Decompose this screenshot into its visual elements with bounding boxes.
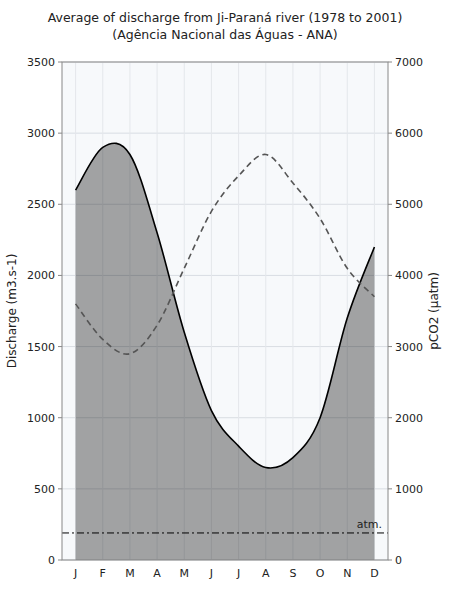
x-tick-label: D [370,567,378,580]
x-tick-label: F [100,567,106,580]
y2-tick-label: 2000 [395,412,423,425]
y-axis-label: Discharge (m3.s-1) [5,254,19,369]
y2-tick [388,133,392,134]
y-tick-label: 500 [34,483,55,496]
y2-tick-label: 7000 [395,56,423,69]
y2-tick [388,275,392,276]
x-tick-label: O [316,567,325,580]
x-tick-label: M [125,567,135,580]
y2-tick [388,62,392,63]
x-tick-label: S [289,567,296,580]
y-tick [58,62,62,63]
y-tick [58,417,62,418]
y2-axis-label: pCO2 (µatm) [427,272,441,350]
grid [62,62,388,560]
x-tick-label: J [73,567,77,580]
y-tick [58,346,62,347]
y-tick [58,204,62,205]
chart: atm. 0 500 1000 1500 2000 2500 3000 3500 0 1000 200… [0,0,450,600]
y-tick-label: 3500 [27,56,55,69]
title: Average of discharge from Ji-Paraná rive… [48,10,403,42]
x-tick-label: A [262,567,270,580]
y-tick-label: 3000 [27,127,55,140]
y2-tick [388,346,392,347]
y-tick-label: 1000 [27,412,55,425]
plot-frame [62,62,388,560]
plot-area [62,62,388,560]
area-fill [76,143,375,560]
x-tick-label: N [343,567,351,580]
y-tick-label: 1500 [27,341,55,354]
y2-tick-label: 5000 [395,198,423,211]
y-tick [58,560,62,561]
y-tick-label: 2500 [27,198,55,211]
line [76,154,375,354]
y2-tick-label: 0 [395,554,402,567]
x-tick-label: J [209,567,213,580]
y-tick-label: 2000 [27,269,55,282]
y-tick [58,275,62,276]
marks [62,143,388,560]
x-tick-label: A [153,567,161,580]
y-tick [58,488,62,489]
y2-tick [388,560,392,561]
y2-tick [388,204,392,205]
y2-tick-label: 4000 [395,269,423,282]
y-tick-label: 0 [48,554,55,567]
x-tick-label: J [236,567,240,580]
area-line [76,143,375,468]
y-grid-line [62,133,388,134]
y2-tick-label: 3000 [395,341,423,354]
annotation: atm. [357,518,382,531]
y-tick [58,133,62,134]
x-tick-label: M [180,567,190,580]
y2-tick [388,417,392,418]
y2-tick [388,488,392,489]
y2-tick-label: 6000 [395,127,423,140]
reference-line [62,532,388,533]
y2-tick-label: 1000 [395,483,423,496]
